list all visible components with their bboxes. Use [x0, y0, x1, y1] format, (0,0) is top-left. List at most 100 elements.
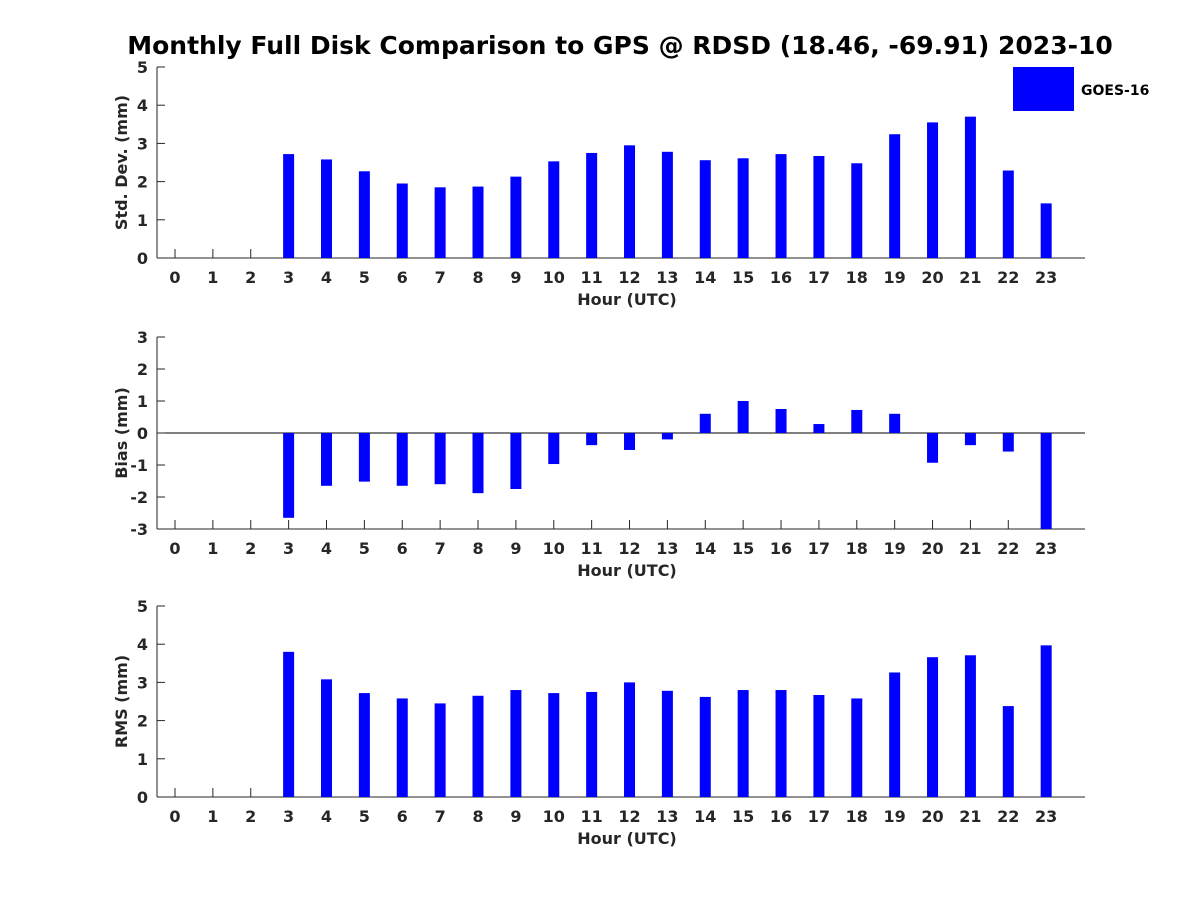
x-tick-label: 6 [397, 539, 408, 558]
bar-hour-19 [889, 672, 901, 797]
x-tick-label: 0 [169, 807, 180, 826]
bar-hour-19 [889, 134, 901, 258]
x-tick-label: 8 [472, 268, 483, 287]
x-tick-label: 0 [169, 539, 180, 558]
bar-hour-18 [851, 409, 863, 433]
bar-hour-23 [1040, 203, 1052, 258]
bar-hour-21 [964, 116, 976, 258]
y-tick-label: 5 [137, 58, 148, 77]
x-tick-label: 9 [510, 807, 521, 826]
x-tick-label: 12 [618, 268, 640, 287]
x-tick-label: 6 [397, 807, 408, 826]
x-tick-label: 22 [997, 268, 1019, 287]
x-tick-label: 17 [808, 807, 830, 826]
x-axis-label: Hour (UTC) [577, 290, 677, 309]
y-tick-label: 5 [137, 597, 148, 616]
bar-hour-10 [548, 433, 560, 465]
y-tick-label: 4 [137, 96, 148, 115]
y-tick-label: 3 [137, 673, 148, 692]
bar-hour-20 [927, 657, 939, 797]
x-tick-label: 4 [321, 268, 332, 287]
bar-hour-6 [396, 183, 408, 258]
x-tick-label: 21 [959, 268, 981, 287]
bar-hour-14 [699, 160, 711, 258]
x-tick-label: 11 [581, 807, 603, 826]
bar-hour-14 [699, 696, 711, 797]
y-axis-label: Std. Dev. (mm) [112, 95, 131, 230]
bar-hour-11 [586, 152, 598, 258]
bar-hour-10 [548, 161, 560, 258]
x-tick-label: 21 [959, 807, 981, 826]
x-tick-label: 12 [618, 807, 640, 826]
x-tick-label: 10 [543, 807, 565, 826]
x-tick-label: 23 [1035, 807, 1057, 826]
legend: GOES-16 [1013, 67, 1149, 111]
x-tick-label: 14 [694, 268, 716, 287]
x-tick-label: 8 [472, 539, 483, 558]
y-tick-label: 1 [137, 392, 148, 411]
x-tick-label: 13 [656, 539, 678, 558]
x-tick-label: 1 [207, 539, 218, 558]
x-tick-label: 23 [1035, 268, 1057, 287]
x-tick-label: 19 [884, 539, 906, 558]
x-tick-label: 22 [997, 539, 1019, 558]
x-tick-label: 7 [435, 807, 446, 826]
y-tick-label: 0 [137, 249, 148, 268]
x-tick-label: 1 [207, 807, 218, 826]
x-tick-label: 17 [808, 539, 830, 558]
y-tick-label: -3 [130, 520, 148, 539]
x-tick-label: 2 [245, 539, 256, 558]
bar-hour-13 [661, 151, 673, 258]
y-tick-label: 2 [137, 712, 148, 731]
bar-hour-15 [737, 690, 749, 797]
x-tick-label: 15 [732, 268, 754, 287]
bar-hour-10 [548, 693, 560, 797]
x-tick-label: 19 [884, 268, 906, 287]
y-tick-label: 3 [137, 134, 148, 153]
x-tick-label: 16 [770, 539, 792, 558]
bar-hour-5 [358, 433, 370, 482]
legend-label: GOES-16 [1081, 83, 1149, 99]
bar-hour-14 [699, 413, 711, 433]
x-tick-label: 18 [846, 539, 868, 558]
x-tick-label: 15 [732, 539, 754, 558]
x-tick-label: 19 [884, 807, 906, 826]
bar-hour-5 [358, 693, 370, 797]
bar-hour-7 [434, 433, 446, 485]
bar-hour-12 [624, 433, 636, 450]
y-tick-label: -2 [130, 488, 148, 507]
x-tick-label: 10 [543, 539, 565, 558]
bar-hour-4 [321, 433, 333, 486]
bar-hour-22 [1002, 433, 1014, 452]
bar-hour-16 [775, 409, 787, 433]
x-tick-label: 14 [694, 539, 716, 558]
bar-hour-18 [851, 698, 863, 797]
x-axis-label: Hour (UTC) [577, 829, 677, 848]
bar-hour-22 [1002, 170, 1014, 258]
y-tick-label: 1 [137, 750, 148, 769]
legend-swatch [1013, 67, 1074, 111]
bar-hour-21 [964, 655, 976, 797]
bar-hour-9 [510, 433, 522, 489]
bar-hour-6 [396, 433, 408, 486]
x-tick-label: 4 [321, 807, 332, 826]
y-tick-label: 0 [137, 788, 148, 807]
bar-hour-8 [472, 186, 484, 258]
bar-hour-15 [737, 401, 749, 433]
x-tick-label: 18 [846, 807, 868, 826]
x-axis-label: Hour (UTC) [577, 561, 677, 580]
bar-hour-3 [283, 433, 295, 518]
bar-hour-3 [283, 651, 295, 797]
bar-hour-11 [586, 691, 598, 797]
bar-hour-15 [737, 158, 749, 258]
x-tick-label: 22 [997, 807, 1019, 826]
x-tick-label: 5 [359, 268, 370, 287]
y-tick-label: 0 [137, 424, 148, 443]
x-tick-label: 6 [397, 268, 408, 287]
bar-hour-16 [775, 690, 787, 797]
x-tick-label: 3 [283, 539, 294, 558]
x-tick-label: 5 [359, 807, 370, 826]
